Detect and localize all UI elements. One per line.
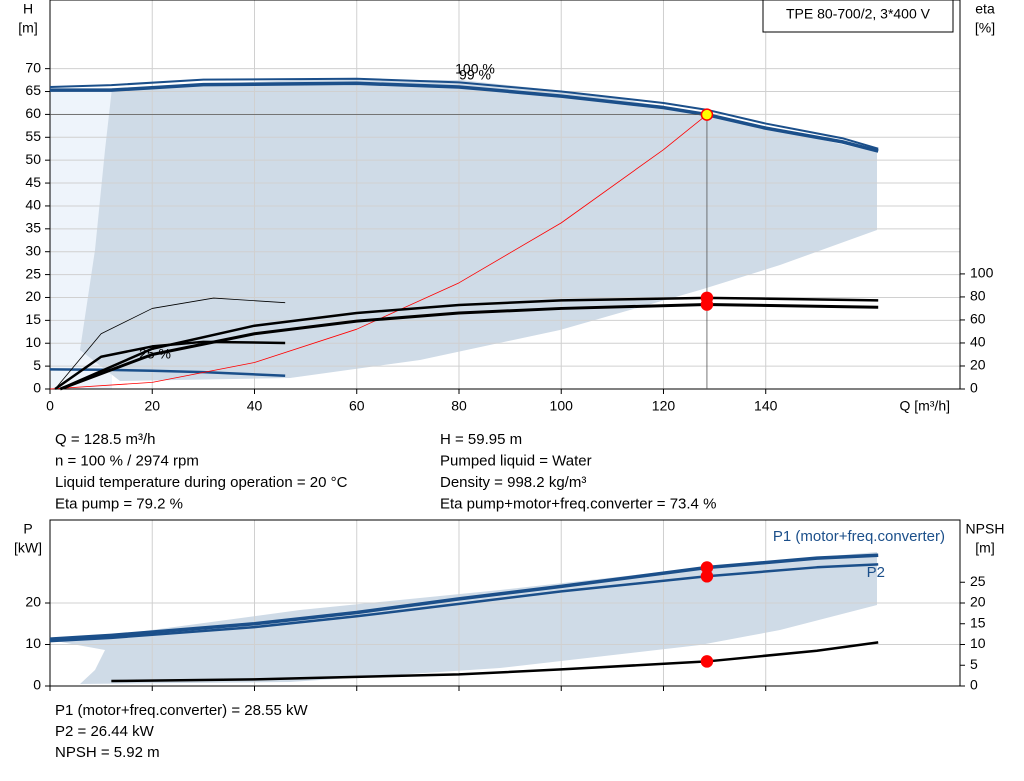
info-text: Liquid temperature during operation = 20… <box>55 474 348 491</box>
y-tick-label: 10 <box>25 635 41 651</box>
x-tick-label: 0 <box>46 398 54 414</box>
y-tick-label: 55 <box>25 128 41 144</box>
y2-tick-label: 60 <box>970 311 986 327</box>
y2-tick-label: 20 <box>970 357 986 373</box>
y-tick-label: 50 <box>25 151 41 167</box>
range-area <box>50 552 877 684</box>
range-area <box>80 80 877 381</box>
x-axis-label: Q [m³/h] <box>899 398 950 414</box>
operating-point <box>700 298 714 311</box>
y-tick-label: 25 <box>25 265 41 281</box>
y2-tick-label: 20 <box>970 594 986 610</box>
y2-tick-label: 100 <box>970 265 994 281</box>
operating-point <box>700 570 714 583</box>
annotation: 25 % <box>139 346 171 362</box>
y-tick-label: 40 <box>25 197 41 213</box>
legend-label: P1 (motor+freq.converter) <box>773 528 945 545</box>
y-axis-label: P <box>23 521 32 537</box>
y2-axis-label: NPSH <box>966 521 1005 537</box>
y2-tick-label: 80 <box>970 288 986 304</box>
y-tick-label: 10 <box>25 334 41 350</box>
info-text: Pumped liquid = Water <box>440 452 592 469</box>
x-tick-label: 100 <box>550 398 574 414</box>
series-line <box>59 303 879 391</box>
y2-axis-label: eta <box>975 1 995 17</box>
y-tick-label: 0 <box>33 677 41 693</box>
series-line <box>49 77 879 150</box>
y-tick-label: 60 <box>25 105 41 121</box>
series-line <box>54 340 286 391</box>
y2-tick-label: 15 <box>970 614 986 630</box>
series-line <box>59 296 879 391</box>
info-text: Eta pump+motor+freq.converter = 73.4 % <box>440 495 716 512</box>
x-tick-label: 20 <box>144 398 160 414</box>
y-axis-label: H <box>23 1 33 17</box>
series-line <box>50 81 879 153</box>
y2-tick-label: 0 <box>970 380 978 396</box>
series-line <box>49 563 879 643</box>
y2-tick-label: 10 <box>970 635 986 651</box>
x-tick-label: 40 <box>247 398 263 414</box>
x-tick-label: 60 <box>349 398 365 414</box>
y-tick-label: 30 <box>25 242 41 258</box>
y-tick-label: 65 <box>25 82 41 98</box>
operating-point <box>700 655 714 668</box>
info-text: n = 100 % / 2974 rpm <box>55 452 199 469</box>
series-line <box>111 641 879 683</box>
y-axis-unit: [m] <box>18 20 37 36</box>
y2-tick-label: 40 <box>970 334 986 350</box>
series-line <box>49 114 708 390</box>
series-line <box>54 297 286 390</box>
x-tick-label: 80 <box>451 398 467 414</box>
y-tick-label: 5 <box>33 357 41 373</box>
info-text: H = 59.95 m <box>440 431 522 448</box>
y-tick-label: 20 <box>25 288 41 304</box>
info-text: P2 = 26.44 kW <box>55 723 155 740</box>
y-tick-label: 35 <box>25 220 41 236</box>
y2-axis-unit: [m] <box>975 540 994 556</box>
y-tick-label: 15 <box>25 311 41 327</box>
y-axis-unit: [kW] <box>14 540 42 556</box>
chart-title: TPE 80-700/2, 3*400 V <box>786 6 931 22</box>
title-box <box>762 0 954 33</box>
info-text: Q = 128.5 m³/h <box>55 431 155 448</box>
legend-label: P2 <box>867 564 885 581</box>
x-tick-label: 140 <box>754 398 778 414</box>
y-tick-label: 45 <box>25 174 41 190</box>
operating-point <box>700 108 714 121</box>
y2-tick-label: 5 <box>970 656 978 672</box>
plot-frame <box>49 0 961 390</box>
y2-tick-label: 25 <box>970 573 986 589</box>
x-tick-label: 120 <box>652 398 676 414</box>
y-tick-label: 70 <box>25 59 41 75</box>
info-text: P1 (motor+freq.converter) = 28.55 kW <box>55 702 308 719</box>
annotation: 100 % <box>455 61 495 77</box>
y2-tick-label: 0 <box>970 677 978 693</box>
y2-axis-unit: [%] <box>975 20 995 36</box>
y-tick-label: 0 <box>33 380 41 396</box>
info-text: Eta pump = 79.2 % <box>55 495 183 512</box>
info-text: NPSH = 5.92 m <box>55 744 160 761</box>
y-tick-label: 20 <box>25 594 41 610</box>
info-text: Density = 998.2 kg/m³ <box>440 474 586 491</box>
annotation: 99 % <box>459 67 491 83</box>
series-line <box>49 553 879 641</box>
plot-frame <box>49 519 961 687</box>
